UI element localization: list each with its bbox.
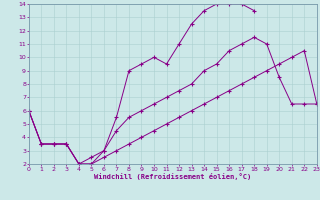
X-axis label: Windchill (Refroidissement éolien,°C): Windchill (Refroidissement éolien,°C): [94, 173, 252, 180]
